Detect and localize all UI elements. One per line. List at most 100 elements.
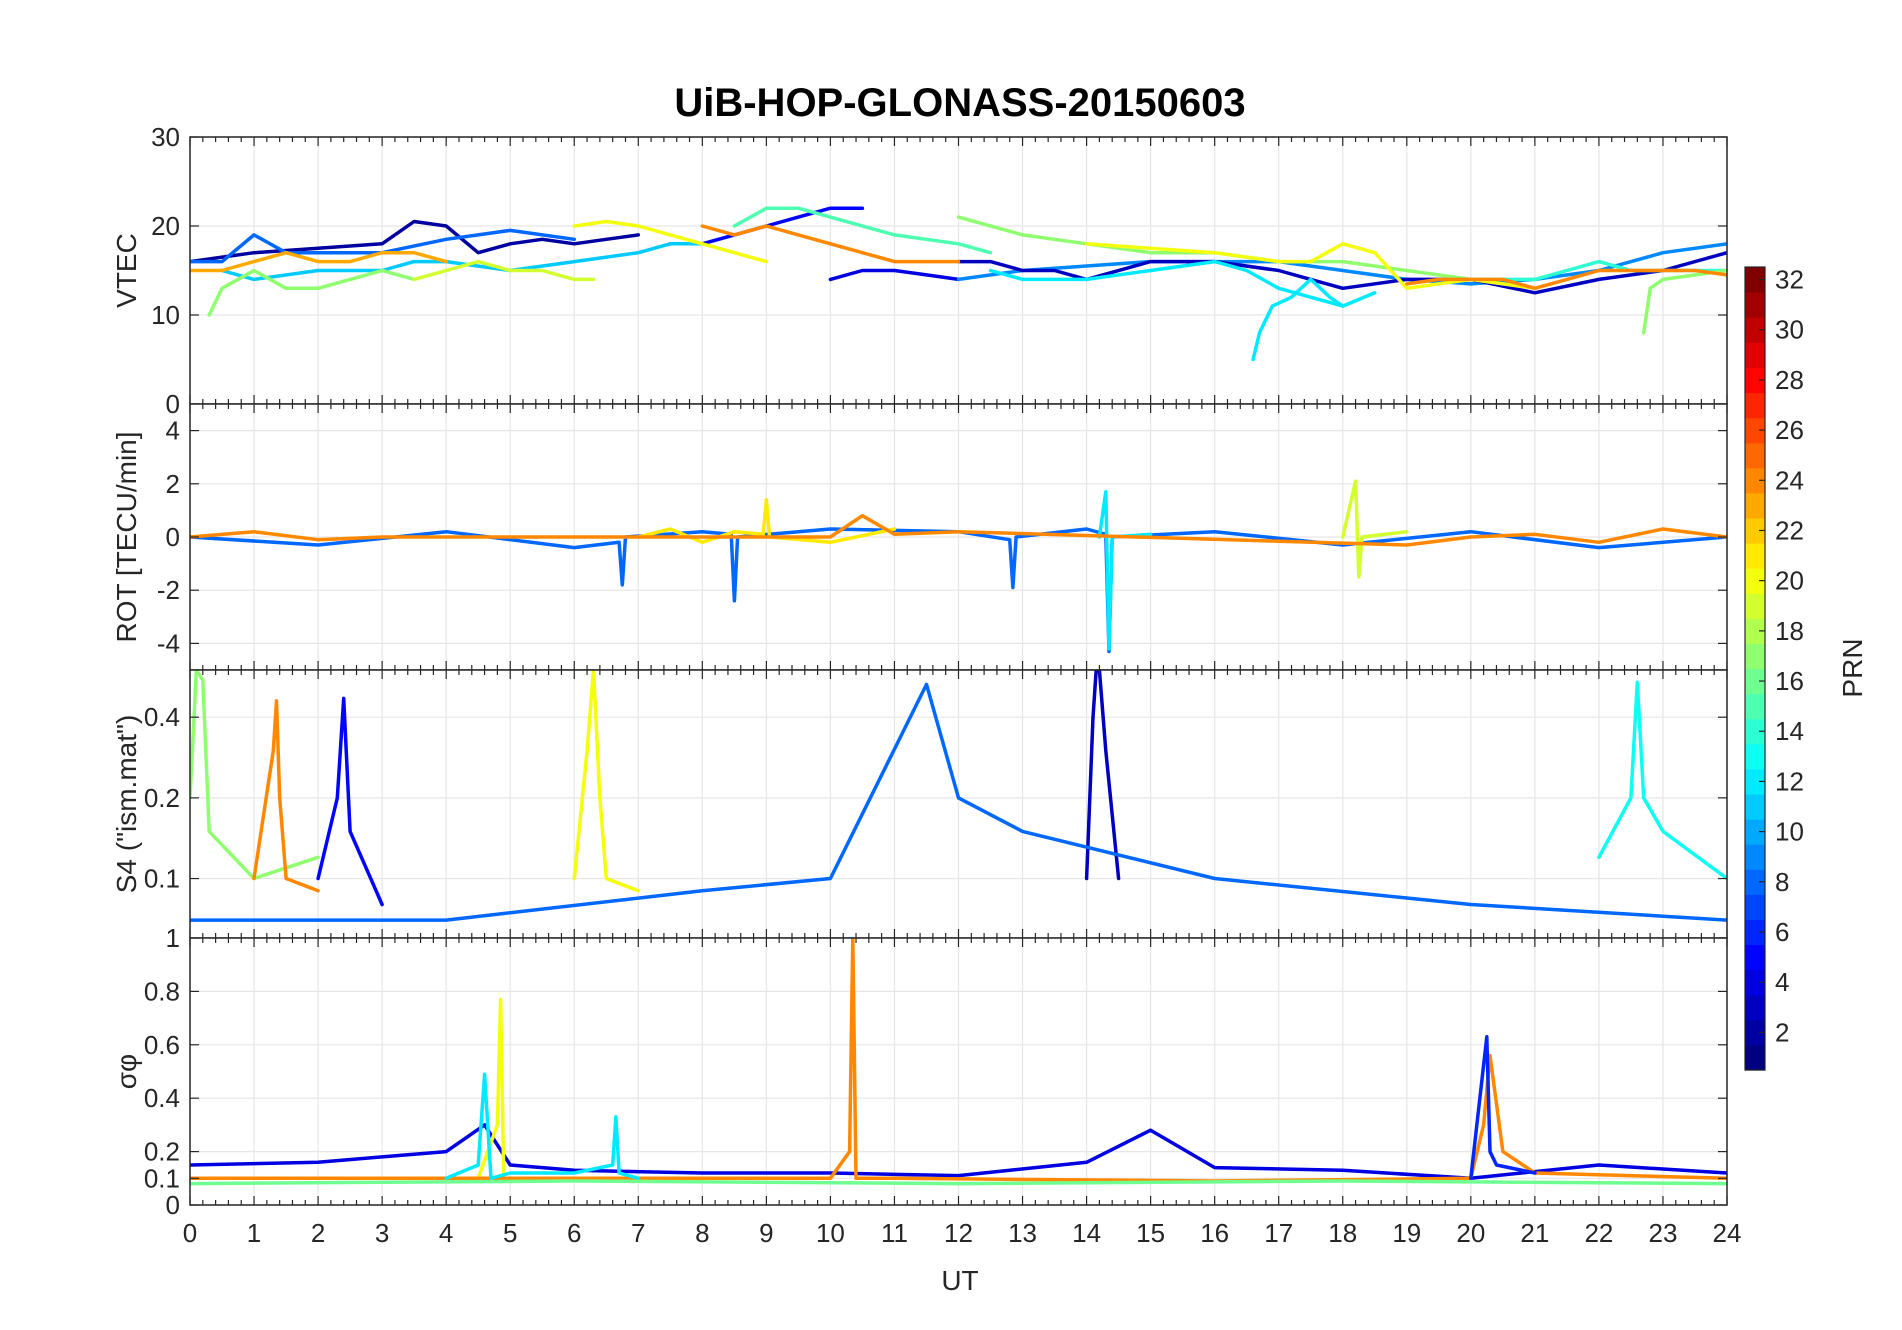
colorbar-swatch-prn-16 [1745,668,1765,695]
colorbar-swatch-prn-21 [1745,543,1765,569]
series-prn-12 [1251,277,1345,362]
colorbar-tick-label: 14 [1775,716,1804,746]
series-prn-6 [1469,1035,1537,1181]
x-tick-label: 7 [631,1218,645,1248]
series-prn-2 [190,219,641,264]
x-tick-label: 9 [759,1218,773,1248]
colorbar-swatch-prn-25 [1745,442,1765,469]
colorbar-swatch-prn-30 [1745,317,1765,343]
y-tick-label: 0.1 [144,1163,180,1193]
colorbar-swatch-prn-4 [1745,969,1765,996]
series-prn-17 [1641,268,1727,335]
x-tick-label: 21 [1520,1218,1549,1248]
colorbar-tick-label: 20 [1775,566,1804,596]
colorbar-tick-label: 18 [1775,616,1804,646]
y-tick-label: 0 [166,389,180,419]
series-prn-8 [190,228,577,264]
x-tick-label: 10 [816,1218,845,1248]
y-axis-label: S4 ("ism.mat") [111,715,142,894]
x-tick-label: 1 [247,1218,261,1248]
y-axis-label: VTEC [111,233,142,308]
y-tick-label: -4 [157,628,180,658]
colorbar-swatch-prn-28 [1745,367,1765,394]
series-prn-24 [190,513,1727,547]
series-prn-16 [190,1179,1727,1186]
series-prn-20 [1084,242,1537,291]
x-tick-label: 12 [944,1218,973,1248]
y-tick-label: 30 [151,122,180,152]
colorbar-swatch-prn-7 [1745,894,1765,921]
panel-3: 0.1 0.2 0.4S4 ("ism.mat") [111,669,1728,939]
series-prn-24 [252,699,320,893]
y-tick-label: 0 [166,522,180,552]
x-tick-label: 17 [1264,1218,1293,1248]
y-tick-label: 0.1 [144,864,180,894]
colorbar-swatch-prn-13 [1745,743,1765,770]
panel-series-group [190,670,1727,922]
panel-series-group [190,206,1727,362]
x-tick-label: 13 [1008,1218,1037,1248]
colorbar-swatch-prn-18 [1745,618,1765,645]
x-tick-label: 20 [1456,1218,1485,1248]
colorbar-tick-label: 16 [1775,666,1804,696]
colorbar-label: PRN [1837,638,1868,697]
panel-series-group [190,479,1727,654]
series-prn-12 [988,259,1377,308]
x-tick-label: 3 [375,1218,389,1248]
series-prn-17 [190,670,320,881]
colorbar-swatch-prn-14 [1745,718,1765,745]
series-prn-3 [956,250,1727,295]
x-tick-label: 22 [1584,1218,1613,1248]
colorbar-swatch-prn-2 [1745,1019,1765,1046]
series-prn-15 [732,206,993,255]
x-tick-label: 16 [1200,1218,1229,1248]
series-prn-5 [316,696,384,907]
y-tick-label: 1 [166,923,180,953]
colorbar-tick-label: 6 [1775,917,1789,947]
x-axis-label: UT [941,1265,978,1296]
x-tick-label: 4 [439,1218,453,1248]
series-prn-13 [1597,680,1727,881]
y-tick-label: 0.2 [144,1137,180,1167]
series-prn-19 [1341,479,1409,579]
panel-1: 0 10 20 30 VTEC [111,122,1728,419]
colorbar-swatch-prn-20 [1745,568,1765,594]
x-tick-label: 14 [1072,1218,1101,1248]
series-prn-24 [1405,268,1727,291]
series-prn-24 [190,938,1727,1183]
colorbar-tick-label: 12 [1775,766,1804,796]
series-prn-20 [572,219,769,264]
y-tick-label: 0.4 [144,1083,180,1113]
colorbar-swatch-prn-27 [1745,392,1765,419]
colorbar-swatch-prn-9 [1745,844,1765,870]
y-tick-label: 20 [151,211,180,241]
x-tick-label: 6 [567,1218,581,1248]
colorbar-tick-label: 2 [1775,1017,1789,1047]
y-tick-label: 0 [166,1190,180,1220]
colorbar-swatch-prn-26 [1745,417,1765,444]
series-prn-23 [190,250,448,273]
colorbar-swatch-prn-23 [1745,492,1765,519]
colorbar-tick-label: 22 [1775,515,1804,545]
series-prn-4 [828,268,961,282]
colorbar-swatch-prn-12 [1745,768,1765,795]
x-tick-label: 8 [695,1218,709,1248]
y-tick-label: 0.4 [144,702,180,732]
y-tick-label: 0.6 [144,1030,180,1060]
x-tick-label: 19 [1392,1218,1421,1248]
colorbar-swatch-prn-22 [1745,517,1765,544]
colorbar-tick-label: 8 [1775,867,1789,897]
colorbar-swatch-prn-15 [1745,693,1765,720]
series-prn-8 [190,682,1727,922]
colorbar-swatch-prn-19 [1745,593,1765,619]
series-prn-3 [1084,670,1121,881]
y-axis-label: ROT [TECU/min] [111,431,142,642]
x-tick-label: 23 [1648,1218,1677,1248]
colorbar-swatch-prn-31 [1745,292,1765,318]
colorbar-swatch-prn-8 [1745,869,1765,895]
x-tick-label: 5 [503,1218,517,1248]
chart-title: UiB-HOP-GLONASS-20150603 [674,81,1245,125]
